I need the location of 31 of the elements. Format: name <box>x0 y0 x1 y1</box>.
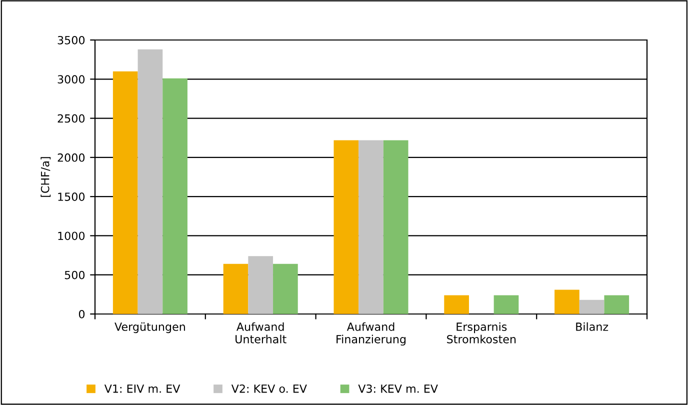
bar <box>383 140 408 314</box>
legend-label: V3: KEV m. EV <box>358 384 438 393</box>
bar <box>604 295 630 314</box>
y-tick-label: 3500 <box>58 36 85 44</box>
bar <box>444 295 469 314</box>
bar <box>112 71 138 314</box>
legend-label: V1: EIV m. EV <box>104 384 180 393</box>
bar <box>223 264 248 314</box>
bar <box>138 49 163 314</box>
bar <box>334 140 359 314</box>
bar <box>273 264 298 314</box>
x-tick-label: Aufwand Unterhalt <box>236 322 286 344</box>
x-tick-label: Aufwand Finanzierung <box>336 322 406 346</box>
y-tick-label: 2500 <box>58 114 85 123</box>
y-tick-label: 0 <box>78 310 85 318</box>
bar <box>579 300 604 314</box>
y-tick-label: 1500 <box>58 192 85 201</box>
y-tick-label: 2000 <box>58 153 85 162</box>
x-tick-label: Vergütungen <box>114 322 185 334</box>
y-axis-title: [CHF/a] <box>40 157 51 197</box>
y-tick-label: 500 <box>64 270 85 280</box>
bar <box>554 290 580 314</box>
y-tick-label: 3000 <box>58 75 85 84</box>
bar <box>248 256 274 314</box>
y-tick-label: 1000 <box>58 232 85 240</box>
x-tick-label: Ersparnis Stromkosten <box>447 322 516 344</box>
legend-label: V2: KEV o. EV <box>231 384 307 393</box>
x-tick-label: Bilanz <box>576 322 608 331</box>
bar <box>358 140 384 314</box>
bar <box>162 78 188 314</box>
bar <box>494 295 519 314</box>
